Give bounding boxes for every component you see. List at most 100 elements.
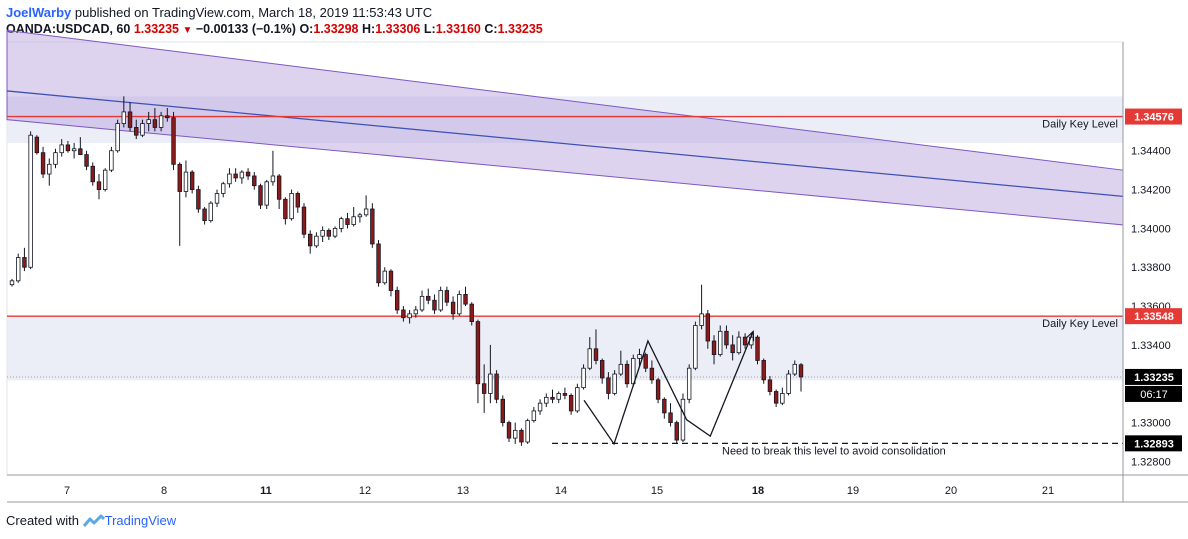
candle-body	[65, 144, 71, 152]
x-tick-label: 13	[457, 485, 469, 497]
candle-body	[718, 330, 723, 356]
y-tick-label: 1.34200	[1131, 185, 1171, 197]
candle-body	[711, 340, 717, 356]
candle-body	[525, 420, 530, 443]
candle-body	[308, 233, 313, 247]
candle-body	[357, 214, 363, 218]
change-value: −0.00133 (−0.1%)	[195, 22, 296, 36]
candle-body	[513, 429, 518, 439]
candle-body	[177, 163, 182, 192]
candle-body	[196, 189, 201, 210]
candle-body	[84, 154, 89, 167]
symbol-label: OANDA:USDCAD, 60	[6, 22, 131, 36]
candle-body	[314, 235, 319, 247]
candle-body	[96, 181, 102, 190]
author-name[interactable]: JoelWarby	[6, 5, 72, 20]
candle-body	[28, 134, 33, 268]
candle-body	[134, 127, 139, 136]
candle-body	[214, 193, 220, 204]
candle-body	[183, 171, 189, 192]
last-price-tag: 1.33235	[1134, 372, 1174, 384]
candle-body	[115, 123, 120, 152]
last-price: 1.33235	[133, 22, 179, 36]
candle-body	[544, 396, 549, 404]
candle-body	[165, 115, 170, 119]
candle-body	[140, 123, 145, 136]
price-axis[interactable]	[1123, 42, 1188, 475]
candle-body	[550, 396, 555, 400]
candle-body	[556, 393, 561, 400]
candle-body	[537, 402, 543, 412]
candle-body	[320, 229, 325, 237]
candle-body	[189, 171, 195, 190]
low-label: L:	[423, 22, 436, 36]
candle-body	[463, 294, 468, 305]
y-tick-label: 1.33400	[1131, 340, 1171, 352]
candle-body	[686, 367, 692, 400]
candle-body	[34, 136, 40, 154]
key-level-price-tag-0: 1.34576	[1134, 112, 1174, 124]
channel-mid-line	[6, 90, 1124, 198]
x-tick-label: 11	[260, 485, 272, 497]
candle-body	[606, 377, 611, 394]
candle-body	[680, 398, 686, 441]
open-value: 1.33298	[313, 22, 359, 36]
key-level-label-0: Daily Key Level	[1042, 119, 1118, 131]
candle-body	[202, 208, 207, 222]
high-value: 1.33306	[375, 22, 421, 36]
candle-body	[276, 175, 282, 200]
open-label: O:	[299, 22, 314, 36]
support-note: Need to break this level to avoid consol…	[722, 445, 946, 457]
y-tick-label: 1.34400	[1131, 146, 1171, 158]
ohlc-line: OANDA:USDCAD, 60 1.33235 ▼ −0.00133 (−0.…	[6, 22, 543, 36]
candle-body	[500, 398, 505, 423]
y-tick-label: 1.32800	[1131, 456, 1171, 468]
key-level-price-tag-1: 1.33548	[1134, 311, 1174, 323]
candle-body	[419, 295, 425, 311]
candle-body	[301, 206, 307, 235]
x-tick-label: 20	[945, 485, 957, 497]
candle-body	[432, 299, 437, 311]
candle-body	[773, 391, 779, 404]
candle-body	[345, 218, 350, 225]
candle-body	[152, 119, 158, 128]
candle-body	[618, 363, 624, 375]
candle-body	[109, 150, 114, 171]
candle-body	[158, 115, 164, 128]
candle-body	[730, 344, 735, 354]
candle-body	[413, 309, 419, 315]
candle-body	[450, 301, 456, 315]
candle-body	[736, 336, 742, 354]
x-tick-label: 21	[1042, 485, 1054, 497]
time-axis[interactable]	[7, 476, 1123, 502]
candle-body	[351, 216, 356, 225]
candle-body	[127, 111, 133, 128]
candle-body	[494, 373, 499, 400]
tradingview-brand[interactable]: TradingView	[104, 513, 177, 528]
publish-line: JoelWarby published on TradingView.com, …	[6, 5, 432, 20]
candle-body	[637, 354, 642, 359]
candle-body	[121, 111, 127, 124]
candle-body	[444, 290, 450, 303]
candle-body	[761, 360, 766, 381]
candle-body	[643, 354, 648, 369]
candle-body	[376, 243, 381, 284]
candle-body	[699, 313, 704, 326]
candle-body	[755, 336, 760, 361]
tradingview-logo-icon	[82, 514, 105, 531]
candle-body	[394, 290, 400, 311]
candle-body	[780, 393, 785, 404]
close-label: C:	[484, 22, 498, 36]
candle-body	[649, 367, 655, 381]
support-price-tag: 1.32893	[1134, 438, 1174, 450]
candle-body	[693, 325, 698, 369]
key-level-price-tag-1-bg	[1125, 308, 1182, 325]
candle-body	[599, 360, 605, 379]
candle-body	[705, 313, 711, 342]
candle-body	[668, 412, 673, 423]
candle-body	[457, 294, 462, 315]
candle-body	[22, 257, 27, 268]
candle-body	[59, 144, 64, 154]
high-label: H:	[362, 22, 376, 36]
